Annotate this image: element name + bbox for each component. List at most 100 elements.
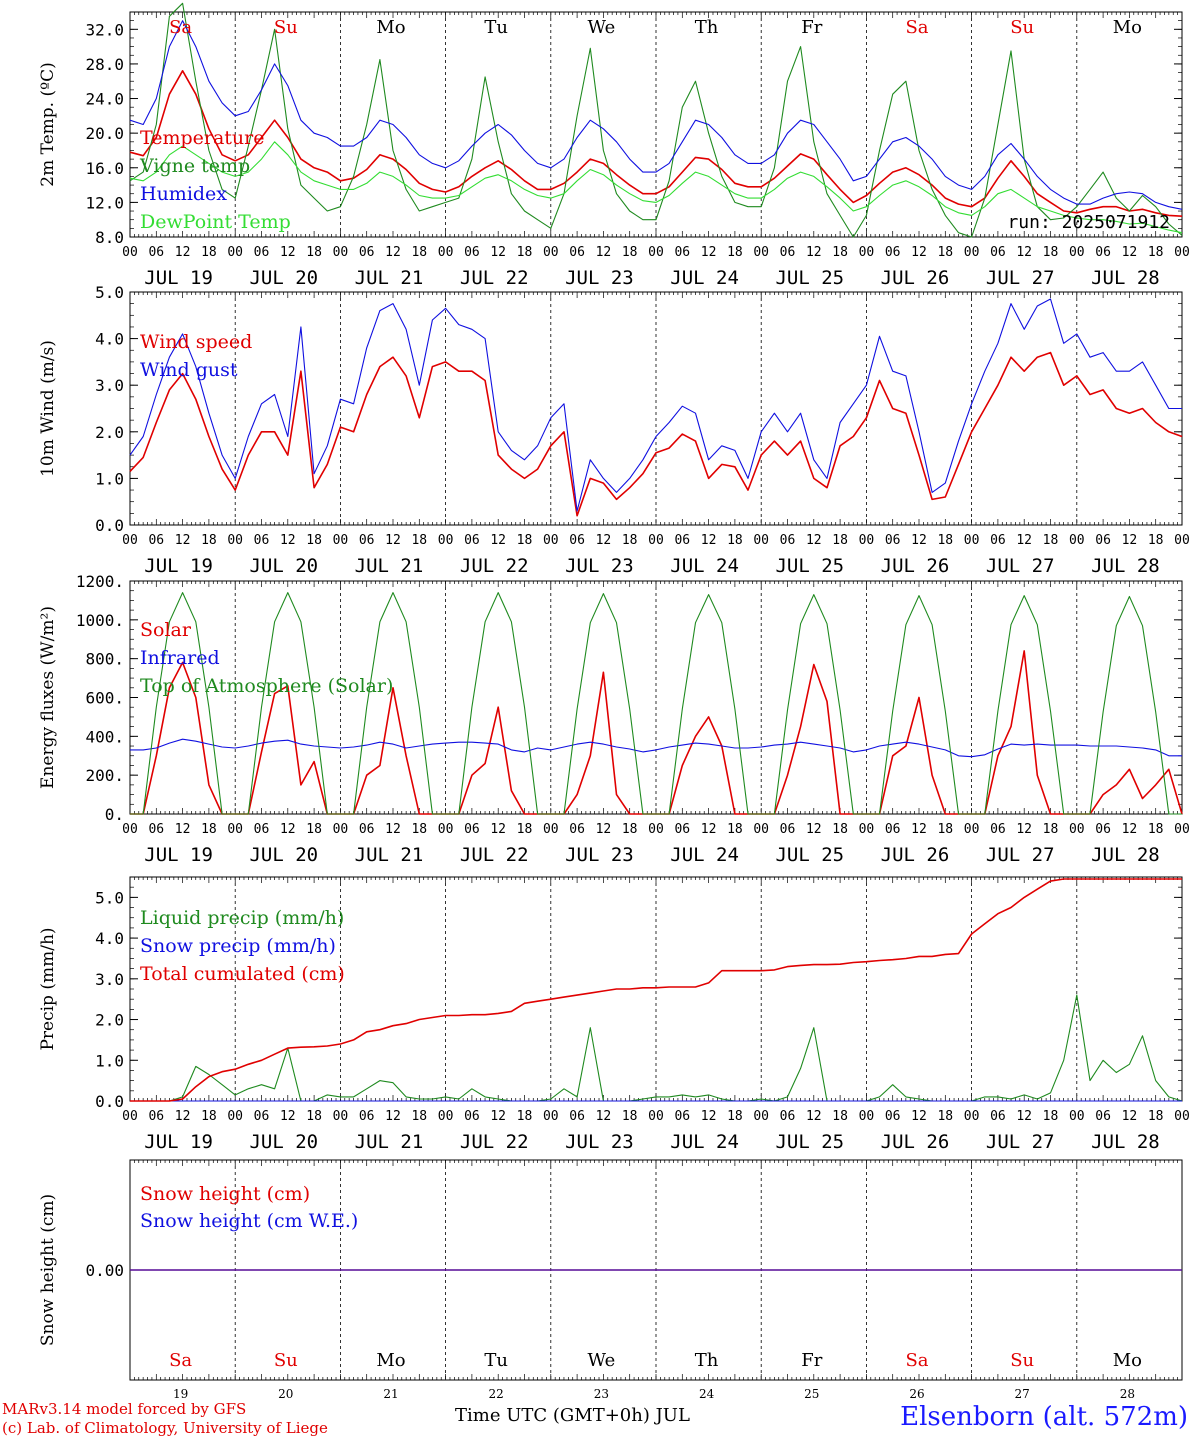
hour-label: 18 [201, 245, 217, 260]
hour-label: 00 [859, 245, 875, 260]
date-label: JUL 25 [775, 267, 844, 289]
hour-label: 18 [727, 245, 743, 260]
hour-label: 12 [1016, 533, 1032, 548]
date-label: JUL 22 [460, 267, 529, 289]
hour-label: 18 [1148, 822, 1164, 837]
hour-label: 06 [674, 533, 690, 548]
series-line-dewpoint-temp [129, 141, 1183, 234]
hour-label: 00 [648, 822, 664, 837]
hour-label: 00 [333, 1109, 349, 1124]
hour-label: 18 [832, 533, 848, 548]
hour-label: 18 [622, 533, 638, 548]
weekday-label: Sa [905, 17, 928, 38]
hour-label: 06 [464, 822, 480, 837]
y-axis-label: Energy fluxes (W/m²) [38, 606, 58, 789]
series-line-top-of-atmosphere-solar- [130, 592, 1182, 815]
date-label: JUL 28 [1091, 844, 1160, 866]
hour-label: 06 [569, 245, 585, 260]
hour-label: 06 [1095, 533, 1111, 548]
hour-label: 12 [490, 245, 506, 260]
date-label: JUL 22 [460, 844, 529, 866]
hour-label: 12 [596, 245, 612, 260]
hour-label: 00 [333, 245, 349, 260]
date-label: JUL 26 [881, 844, 950, 866]
date-label: JUL 19 [144, 555, 213, 577]
hour-label: 18 [306, 1109, 322, 1124]
hour-label: 06 [780, 822, 796, 837]
y-tick-label: 5.0 [95, 888, 124, 907]
legend-entry: Solar [140, 619, 192, 641]
date-label: JUL 27 [986, 267, 1055, 289]
hour-label: 12 [701, 822, 717, 837]
hour-label: 18 [727, 1109, 743, 1124]
date-label: JUL 26 [881, 1131, 950, 1153]
hour-label: 12 [280, 1109, 296, 1124]
date-label: JUL 22 [460, 555, 529, 577]
legend-entry: Wind speed [140, 331, 252, 353]
y-tick-label: 0.00 [85, 1261, 124, 1280]
series-line-wind-speed [129, 351, 1183, 517]
hour-label: 06 [885, 245, 901, 260]
y-tick-label: 16.0 [85, 159, 124, 178]
date-label: JUL 26 [881, 555, 950, 577]
day-number-label: 25 [804, 1387, 819, 1401]
hour-label: 18 [306, 822, 322, 837]
legend-entry: Snow height (cm) [140, 1183, 310, 1205]
weekday-label: Fr [801, 17, 822, 38]
hour-label: 18 [937, 245, 953, 260]
hour-label: 06 [885, 822, 901, 837]
day-number-label: 19 [173, 1387, 188, 1401]
hour-label: 18 [517, 533, 533, 548]
hour-label: 12 [1122, 245, 1138, 260]
hour-label: 06 [885, 533, 901, 548]
date-label: JUL 27 [986, 555, 1055, 577]
y-tick-label: 1.0 [95, 1051, 124, 1070]
hour-label: 06 [254, 533, 270, 548]
hour-label: 18 [1148, 245, 1164, 260]
date-label: JUL 25 [775, 1131, 844, 1153]
panel-5 [129, 1159, 1183, 1381]
hour-label: 12 [806, 533, 822, 548]
hour-label: 12 [1016, 822, 1032, 837]
y-tick-label: 1200. [76, 572, 124, 591]
hour-label: 00 [1174, 1109, 1190, 1124]
date-label: JUL 21 [355, 844, 424, 866]
hour-label: 06 [359, 533, 375, 548]
hour-label: 06 [780, 533, 796, 548]
date-label: JUL 22 [460, 1131, 529, 1153]
y-tick-label: 1.0 [95, 469, 124, 488]
date-label: JUL 27 [986, 1131, 1055, 1153]
hour-label: 00 [227, 822, 243, 837]
date-label: JUL 21 [355, 1131, 424, 1153]
date-label: JUL 28 [1091, 267, 1160, 289]
hour-label: 00 [964, 245, 980, 260]
y-tick-label: 32.0 [85, 20, 124, 39]
y-axis-label: Precip (mm/h) [38, 927, 58, 1050]
lab-credit: (c) Lab. of Climatology, University of L… [2, 1419, 328, 1437]
hour-label: 12 [1122, 533, 1138, 548]
legend-entry: Top of Atmosphere (Solar) [140, 675, 393, 697]
date-label: JUL 24 [670, 267, 739, 289]
date-label: JUL 25 [775, 844, 844, 866]
hour-label: 00 [648, 245, 664, 260]
hour-label: 12 [385, 1109, 401, 1124]
date-label: JUL 21 [355, 267, 424, 289]
hour-label: 12 [596, 822, 612, 837]
hour-label: 00 [648, 533, 664, 548]
hour-label: 18 [1043, 533, 1059, 548]
weekday-label: We [588, 1350, 616, 1371]
date-label: JUL 20 [249, 844, 318, 866]
hour-label: 12 [175, 1109, 191, 1124]
hour-label: 18 [411, 245, 427, 260]
hour-label: 12 [490, 533, 506, 548]
hour-label: 18 [937, 1109, 953, 1124]
hour-label: 06 [990, 533, 1006, 548]
date-label: JUL 23 [565, 555, 634, 577]
hour-label: 00 [1174, 533, 1190, 548]
hour-label: 00 [1069, 1109, 1085, 1124]
hour-label: 12 [385, 245, 401, 260]
hour-label: 12 [280, 822, 296, 837]
hour-label: 06 [1095, 1109, 1111, 1124]
weekday-label: Sa [905, 1350, 928, 1371]
